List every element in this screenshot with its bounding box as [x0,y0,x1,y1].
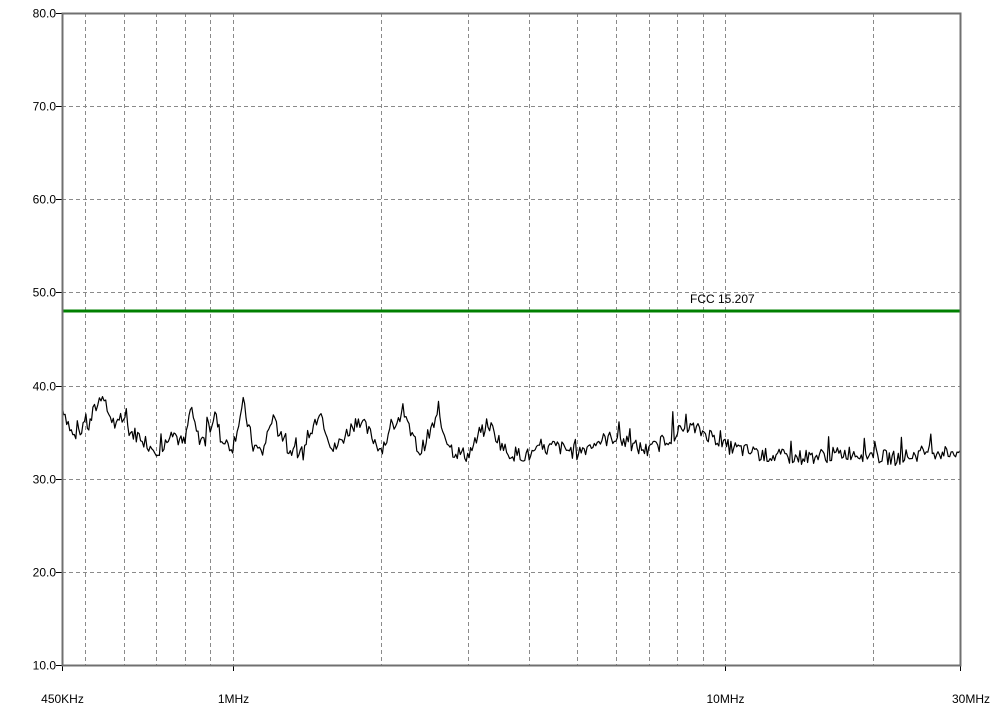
y-tick-label: 50.0 [33,286,57,300]
grid [62,13,960,665]
y-tick-label: 30.0 [33,473,57,487]
tick-labels: 80.0 70.0 60.0 50.0 40.0 30.0 20.0 10.0 450KHz 1M… [33,7,990,707]
y-tick-label: 70.0 [33,100,57,114]
limit-line-group: FCC 15.207 [62,292,960,313]
measurement-trace [61,396,961,466]
y-tick-label: 60.0 [33,193,57,207]
axes [56,12,962,671]
y-tick-label: 40.0 [33,380,57,394]
x-tick-label: 30MHz [952,692,990,706]
plot-frame [61,12,962,667]
y-tick-label: 10.0 [33,659,57,673]
y-tick-label: 80.0 [33,7,57,21]
series-group [61,396,961,466]
x-tick-label: 450KHz [41,692,84,706]
limit-line-label: FCC 15.207 [690,292,755,306]
x-tick-label: 1MHz [218,692,249,706]
y-tick-label: 20.0 [33,566,57,580]
x-tick-label: 10MHz [706,692,744,706]
